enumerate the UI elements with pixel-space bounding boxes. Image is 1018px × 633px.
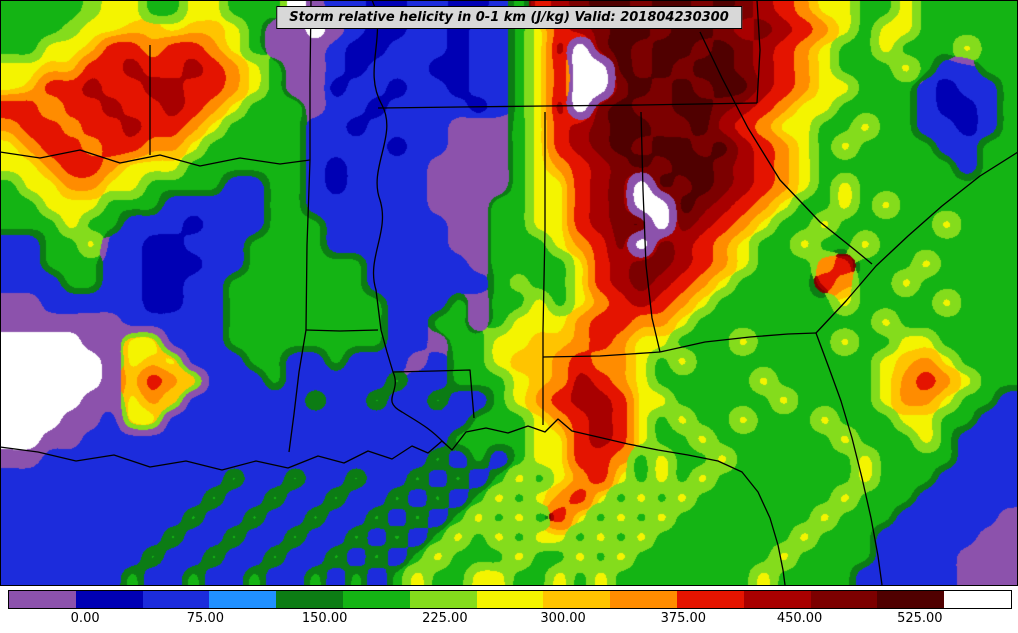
colorbar-segment-light-blue: [209, 591, 277, 608]
colorbar-segment-red: [676, 591, 744, 608]
colorbar-segment-dark-maroon: [877, 591, 945, 608]
colorbar-tick-label: 150.00: [301, 611, 348, 626]
colorbar: [8, 590, 1012, 609]
map-area: Storm relative helicity in 0-1 km (J/kg)…: [0, 0, 1018, 586]
colorbar-tick-label: 525.00: [897, 611, 943, 626]
colorbar-segment-light-green: [409, 591, 477, 608]
colorbar-segment-navy: [75, 591, 143, 608]
helicity-field-canvas: [0, 0, 1018, 586]
colorbar-segment-orange: [610, 591, 677, 608]
colorbar-segment-maroon: [810, 591, 878, 608]
colorbar-tick-labels: 0.00 75.00 150.00 225.00 300.00 375.00 450.00 5…: [8, 611, 1010, 631]
colorbar-segment-dark-red: [743, 591, 811, 608]
colorbar-tick-label: 375.00: [660, 611, 707, 626]
colorbar-segment-yellow: [476, 591, 544, 608]
colorbar-segment-blue: [142, 591, 210, 608]
colorbar-segment-green: [342, 591, 410, 608]
colorbar-tick-label: 75.00: [186, 611, 224, 626]
colorbar-tick-label: 450.00: [776, 611, 823, 626]
colorbar-segment-purple: [9, 591, 76, 608]
colorbar-segment-white: [944, 591, 1011, 608]
colorbar-segment-gold: [543, 591, 611, 608]
colorbar-tick-label: 225.00: [422, 611, 468, 626]
plot-title: Storm relative helicity in 0-1 km (J/kg)…: [276, 6, 742, 29]
colorbar-tick-label: 0.00: [70, 611, 100, 626]
colorbar-tick-label: 300.00: [540, 611, 586, 626]
colorbar-segment-dark-green: [276, 591, 343, 608]
